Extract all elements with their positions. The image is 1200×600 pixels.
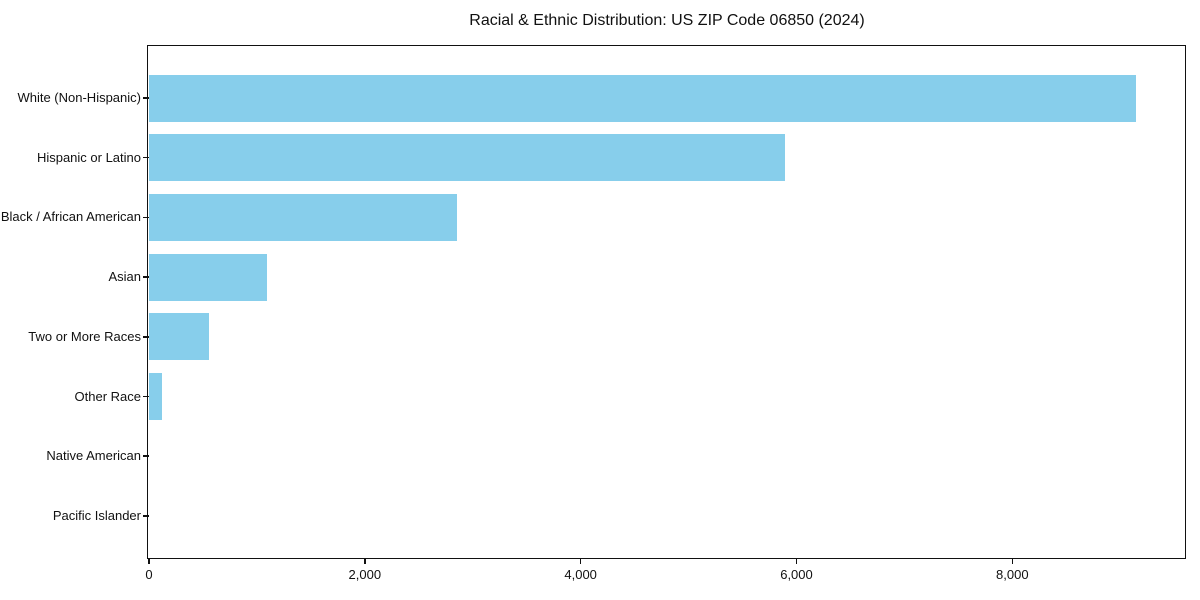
x-tick-mark-0 (148, 558, 150, 564)
x-tick-label-2000: 2,000 (348, 567, 382, 582)
y-tick-label-black-african-american: Black / African American (0, 209, 141, 225)
y-tick-mark-hispanic-or-latino (143, 156, 149, 159)
plot-area-border (147, 45, 1186, 559)
y-tick-mark-asian (143, 276, 149, 278)
y-tick-label-two-or-more-races: Two or More Races (28, 328, 141, 344)
bar-white-non-hispanic (149, 74, 1137, 122)
x-tick-label-0: 0 (145, 567, 153, 582)
y-tick-mark-two-or-more-races (143, 336, 149, 338)
y-tick-mark-white-non-hispanic (143, 97, 149, 99)
bars-layer (149, 47, 1185, 558)
y-tick-mark-native-american (143, 455, 149, 457)
y-tick-mark-black-african-american (143, 216, 149, 219)
y-tick-label-native-american: Native American (46, 448, 141, 464)
bar-asian (149, 253, 267, 301)
x-tick-mark-6000 (795, 558, 798, 564)
bar-hispanic-or-latino (149, 134, 785, 182)
x-tick-label-6000: 6,000 (780, 567, 813, 582)
y-tick-label-other-race: Other Race (74, 388, 141, 404)
axes-layer: White (Non-Hispanic) Hispanic or Latino Bl… (1, 47, 1185, 582)
x-tick-mark-2000 (364, 558, 366, 564)
bar-other-race (149, 373, 162, 420)
y-tick-label-asian: Asian (108, 269, 141, 285)
y-tick-mark-pacific-islander (143, 515, 149, 517)
y-tick-label-pacific-islander: Pacific Islander (52, 507, 141, 523)
y-tick-label-white-non-hispanic: White (Non-Hispanic) (17, 90, 141, 105)
bar-black-african-american (149, 193, 457, 241)
chart-title: Racial & Ethnic Distribution: US ZIP Cod… (469, 12, 865, 29)
x-tick-mark-4000 (579, 558, 582, 564)
y-tick-label-hispanic-or-latino: Hispanic or Latino (36, 149, 141, 165)
x-tick-mark-8000 (1011, 558, 1014, 564)
x-tick-label-4000: 4,000 (564, 567, 597, 582)
y-tick-mark-other-race (143, 395, 149, 398)
bar-two-or-more-races (149, 313, 210, 361)
x-tick-label-8000: 8,000 (996, 567, 1029, 582)
